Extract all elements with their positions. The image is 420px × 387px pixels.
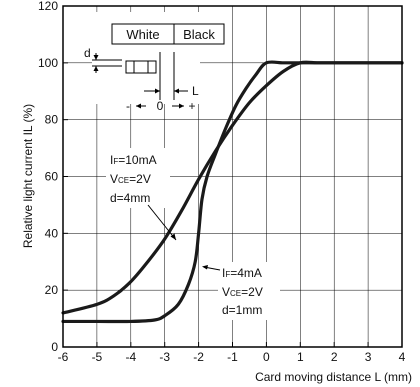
x-tick-label: -5: [92, 350, 103, 364]
white-label: White: [126, 27, 159, 42]
white-black-box: [111, 23, 225, 45]
x-tick-label: 1: [297, 350, 304, 364]
black-label: Black: [183, 27, 215, 42]
x-tick-label: 0: [263, 350, 270, 364]
upper-if-label: IF=10mA: [110, 153, 157, 167]
y-axis-title: Relative light current IL (%): [21, 104, 35, 248]
y-tick-label: 120: [38, 0, 58, 13]
y-tick-label: 60: [45, 170, 59, 184]
scale-right-arrow-icon: [179, 103, 184, 109]
d-label: d: [84, 46, 91, 60]
y-tick-label: 80: [45, 113, 59, 127]
x-tick-label: -6: [58, 350, 69, 364]
zero-label: 0: [157, 99, 164, 113]
plus-label: +: [188, 99, 195, 113]
y-tick-label: 100: [38, 56, 58, 70]
lower-if-label: IF=4mA: [222, 266, 262, 280]
x-tick-label: 3: [365, 350, 372, 364]
upper-annotation-background: [106, 148, 170, 208]
lower-vce-label: VCE=2V: [222, 285, 263, 299]
lower-leader-arrow-icon: [202, 265, 208, 270]
x-tick-label: -1: [227, 350, 238, 364]
series-line-2: [61, 60, 404, 324]
curves: [61, 60, 404, 324]
l-arrow-right-icon: [155, 88, 160, 94]
lower-d-label: d=1mm: [222, 303, 262, 317]
y-tick-label: 20: [45, 283, 59, 297]
x-axis-title: Card moving distance L (mm): [255, 370, 412, 384]
scale-left-arrow-icon: [136, 103, 141, 109]
l-arrow-left-icon: [174, 88, 179, 94]
x-tick-label: -3: [159, 350, 170, 364]
upper-leader-line: [147, 204, 177, 241]
x-tick-label: 4: [399, 350, 406, 364]
upper-vce-label: VCE=2V: [110, 172, 151, 186]
upper-leader-arrow-icon: [170, 233, 176, 240]
upper-d-label: d=4mm: [110, 191, 150, 205]
l-label: L: [192, 84, 199, 98]
d-arrow-down-icon: [93, 55, 99, 60]
y-tick-label: 0: [51, 340, 58, 354]
minus-label: -: [126, 99, 130, 113]
x-tick-label: 2: [331, 350, 338, 364]
plot-frame: [62, 5, 403, 348]
d-arrow-up-icon: [93, 66, 99, 71]
x-tick-label: -2: [193, 350, 204, 364]
x-tick-label: -4: [125, 350, 136, 364]
sensor-body: [125, 60, 157, 74]
lower-annotation-background: [218, 262, 280, 320]
y-tick-label: 40: [45, 226, 59, 240]
